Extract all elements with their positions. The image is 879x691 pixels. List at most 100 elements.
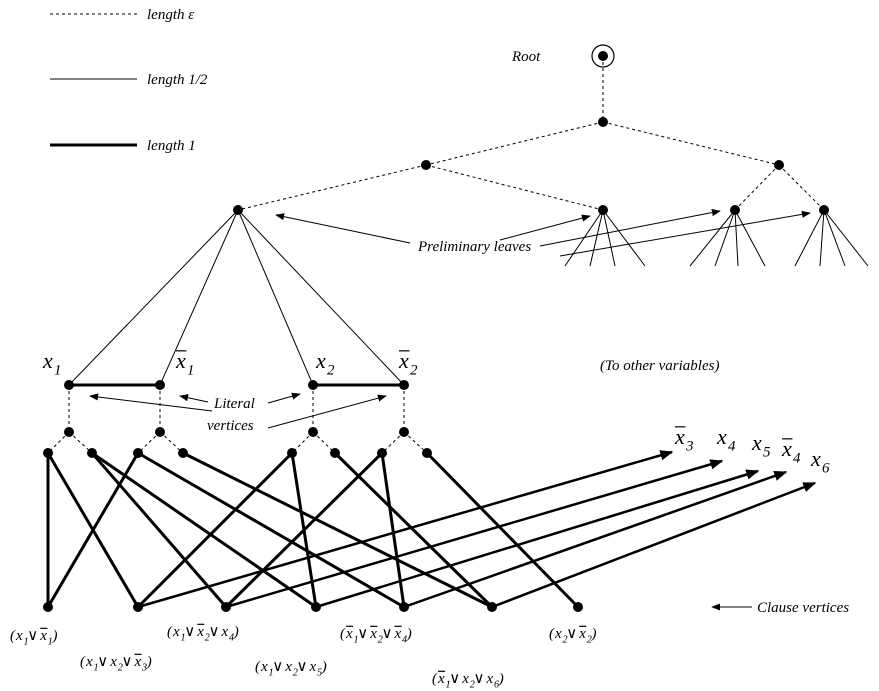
clause-4-term-2-base: x (394, 626, 402, 642)
clause-3-term-1-base: x (284, 659, 292, 675)
clause-paren-open: ( (80, 654, 86, 670)
text-labels: Root Preliminary leaves Literal vertices… (207, 49, 849, 616)
clause-paren-open: ( (432, 671, 438, 687)
clause-paren-open: ( (255, 659, 261, 675)
sub-node (64, 427, 74, 437)
target-label-3-sub: 4 (793, 451, 801, 467)
arrow-literal-notx1 (179, 394, 209, 403)
clause-vertex (487, 602, 497, 612)
clause-or-symbol: ∨ (449, 671, 460, 687)
literal-label-2-base: x (315, 348, 326, 373)
target-label-4-sub: 6 (822, 461, 830, 477)
annotation-arrows (89, 209, 811, 611)
clause-vertex (133, 602, 143, 612)
branch-node (422, 448, 432, 458)
arrow-literal-notx2 (267, 394, 387, 429)
arrow-prelim-mid (499, 214, 591, 241)
clause-4-term-0-sub: 1 (354, 635, 359, 646)
arrow-to-x6 (491, 481, 817, 609)
clause-paren-close: ) (233, 624, 239, 640)
clause-2-term-1-base: x (196, 624, 204, 640)
clause-1-term-1-sub: 2 (118, 663, 123, 674)
clause-edges (46, 451, 580, 609)
preliminary-leaf (730, 205, 740, 215)
arrow-prelim-right2 (559, 210, 811, 257)
other-variables-label: (To other variables) (600, 358, 719, 374)
branch-node (87, 448, 97, 458)
literal-label-3-base: x (398, 348, 409, 373)
clause-or-symbol: ∨ (97, 654, 108, 670)
edge-n1-n2 (425, 121, 604, 166)
clause-2-term-2-sub: 4 (229, 633, 234, 644)
clause-0-term-1-base: x (39, 628, 47, 644)
clause-4-term-0-base: x (345, 626, 353, 642)
clause-or-symbol: ∨ (297, 659, 308, 675)
clause-or-symbol: ∨ (27, 628, 38, 644)
clause-label-4: (x 1∨ x 2∨ x 4) (340, 625, 412, 646)
clause-1-term-0-sub: 1 (94, 663, 99, 674)
clause-3-term-0-base: x (260, 659, 268, 675)
preliminary-leaf (598, 205, 608, 215)
sub-node (399, 427, 409, 437)
clause-label-3: (x 1∨ x 2∨ x 5) (255, 659, 327, 679)
literal-label-2-sub: 2 (327, 363, 335, 379)
target-label-0-sub: 3 (685, 439, 693, 455)
edge-n1-n3 (602, 121, 780, 166)
clause-or-symbol: ∨ (209, 624, 220, 640)
clause-2-term-0-base: x (172, 624, 180, 640)
clause-4-term-2-sub: 4 (402, 635, 407, 646)
edge-n2-leafB (425, 164, 604, 211)
target-label-2-base: x (751, 430, 762, 455)
tree-upper-edges (237, 56, 825, 211)
clause-or-symbol: ∨ (122, 654, 133, 670)
preliminary-leaves-label: Preliminary leaves (417, 239, 531, 255)
clause-vertex (311, 602, 321, 612)
arrow-prelim-left (275, 213, 411, 244)
legend-dashed-label: length ε (147, 7, 194, 23)
clause-label-2: (x 1∨ x 2∨ x 4) (167, 623, 239, 644)
internal-node (774, 160, 784, 170)
sub-node (308, 427, 318, 437)
clause-paren-close: ) (321, 659, 327, 675)
arrow-prelim-right1 (539, 209, 721, 247)
target-label-1-sub: 4 (728, 439, 736, 455)
clause-paren-open: ( (549, 626, 555, 642)
branch-node (330, 448, 340, 458)
clause-paren-close: ) (406, 626, 412, 642)
clause-3-term-2-sub: 5 (317, 668, 322, 679)
clause-3-term-2-base: x (309, 659, 317, 675)
other-variable-arrows (137, 450, 817, 609)
clause-or-symbol: ∨ (184, 624, 195, 640)
literal-label-3-sub: 2 (410, 363, 418, 379)
clause-3-term-0-sub: 1 (269, 668, 274, 679)
branch-node (133, 448, 143, 458)
edge-n2-leafA (237, 164, 427, 211)
clause-or-symbol: ∨ (272, 659, 283, 675)
preliminary-leaf (233, 205, 243, 215)
clause-vertex (221, 602, 231, 612)
clause-2-term-2-base: x (221, 624, 229, 640)
clause-1-term-1-base: x (109, 654, 117, 670)
clause-vertex (573, 602, 583, 612)
branch-node (43, 448, 53, 458)
arrow-to-notx4 (403, 470, 788, 609)
clause-paren-close: ) (591, 626, 597, 642)
clause-3-term-1-sub: 2 (293, 668, 298, 679)
clause-label-5: (x 1∨ x 2∨ x 6) (432, 670, 504, 691)
root-label: Root (511, 49, 541, 65)
branch-node (178, 448, 188, 458)
literal-vertex (399, 380, 409, 390)
tree-nodes (43, 44, 829, 612)
clause-0-term-1-sub: 1 (48, 637, 53, 648)
clause-6-term-0-base: x (554, 626, 562, 642)
clause-label-6: (x 2∨ x 2) (549, 625, 597, 646)
clause-1-term-2-sub: 3 (141, 663, 147, 674)
literal-label-1-sub: 1 (187, 363, 194, 379)
clause-or-symbol: ∨ (474, 671, 485, 687)
clause-paren-open: ( (10, 628, 16, 644)
clause-labels: (x 1∨ x 1)(x 1∨ x 2∨ x 3)(x 1∨ x 2∨ x 4)(x 1∨ x 2∨ x 5)(x 1… (10, 623, 597, 691)
arrow-to-x4 (225, 459, 724, 609)
